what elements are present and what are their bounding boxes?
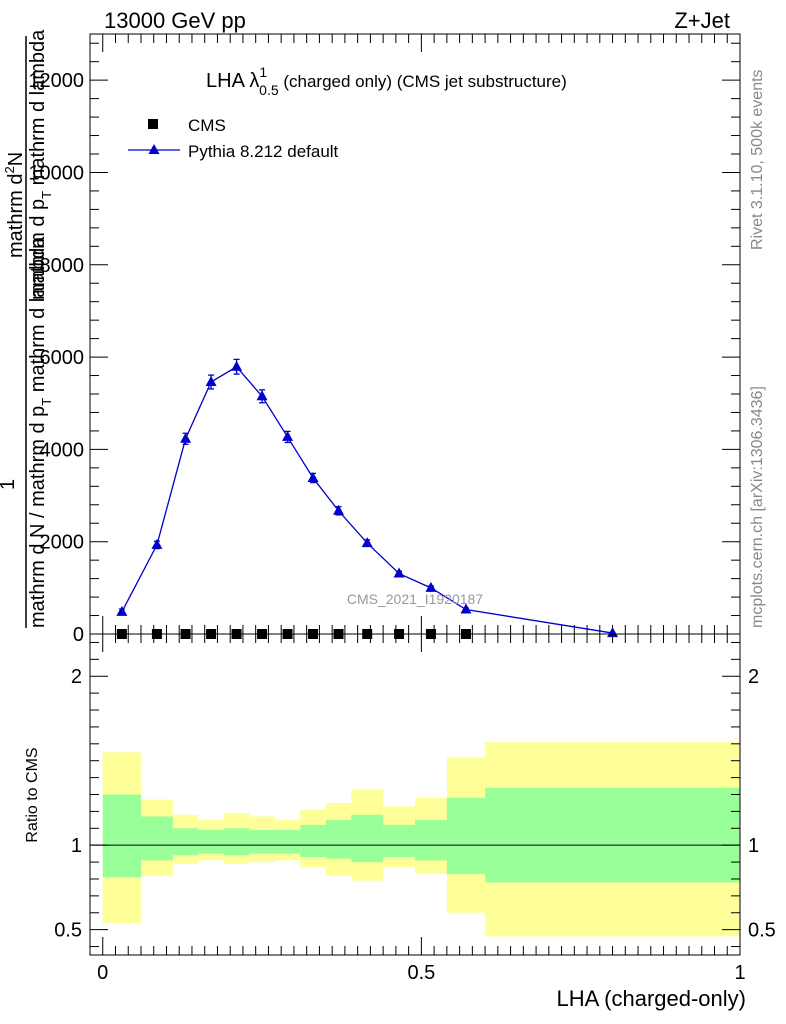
pythia-marker (393, 567, 405, 578)
ratio-ytick-label-left: 0.5 (54, 920, 82, 942)
pythia-marker (333, 504, 345, 515)
pythia-marker (151, 538, 163, 549)
rivet-label: Rivet 3.1.10, 500k events (749, 69, 766, 250)
main-panel: 0 2000 4000 6000 8000 10000 12000 (28, 33, 741, 646)
process-label: Z+Jet (674, 8, 730, 33)
ratio-inner-band-6 (274, 829, 301, 854)
pythia-marker (460, 603, 472, 614)
ratio-ytick-label-right: 1 (748, 835, 759, 857)
pythia-marker (607, 627, 619, 638)
main-ytick-label: 4000 (40, 439, 85, 461)
pythia-marker (180, 432, 192, 443)
pythia-line (121, 365, 613, 634)
ratio-inner-band-1 (140, 816, 173, 861)
ratio-ytick-label-right: 2 (748, 666, 759, 688)
pythia-marker (205, 376, 217, 386)
legend-cms-marker (148, 119, 158, 129)
labels-layer: 13000 GeV pp Z+Jet LHA λ1 0.5 (charged only… (0, 8, 766, 1011)
ratio-inner-band-12 (446, 797, 486, 874)
main-ytick-label: 12000 (28, 70, 84, 92)
ylabel-line2: mathrm d pT mathrm d lambda (27, 29, 54, 300)
ratio-inner-band-2 (172, 828, 199, 856)
ratio-inner-band-11 (415, 819, 447, 861)
ratio-ytick-label-left: 2 (71, 666, 82, 688)
ylabel-denominator: mathrm d N / mathrm d pT mathrm d lambda (27, 236, 54, 628)
ratio-xtick-label: 0 (97, 962, 108, 984)
ratio-inner-band-8 (325, 819, 352, 859)
legend-pythia-label: Pythia 8.212 default (188, 142, 339, 161)
ratio-inner-band-10 (383, 824, 415, 858)
legend-pythia-marker (148, 144, 160, 154)
main-ytick-label: 2000 (40, 532, 85, 554)
ylabel-numerator: 1 (0, 479, 19, 490)
ratio-ytick-label-left: 1 (71, 835, 82, 857)
main-ytick-label: 8000 (40, 255, 85, 277)
main-ytick-label: 0 (73, 624, 84, 646)
chart-title: LHA λ1 0.5 (charged only) (CMS jet substr… (206, 64, 567, 98)
ratio-xtick-label: 1 (734, 962, 745, 984)
ratio-inner-band-9 (351, 814, 384, 863)
pythia-marker (116, 605, 128, 616)
main-ytick-label: 6000 (40, 347, 85, 369)
ratio-inner-band-5 (249, 829, 275, 854)
x-axis-label: LHA (charged-only) (556, 986, 746, 1011)
ratio-inner-band-13 (485, 787, 740, 883)
ylabel-line1: mathrm d2N (2, 152, 27, 258)
main-ytick-label: 10000 (28, 162, 84, 184)
ratio-inner-band-7 (300, 824, 326, 858)
pythia-marker (282, 430, 294, 441)
mcplots-label: mcplots.cern.ch [arXiv:1306.3436] (749, 386, 766, 628)
legend-cms-label: CMS (188, 116, 226, 135)
pythia-marker (425, 581, 437, 592)
ratio-inner-band-4 (223, 828, 250, 856)
ratio-inner-band-0 (102, 794, 141, 878)
ratio-panel: 0 0.5 10.5 0.51 12 2 (54, 633, 776, 984)
ratio-inner-band-3 (198, 829, 224, 854)
pythia-marker (256, 390, 268, 401)
ratio-xtick-label: 0.5 (407, 962, 435, 984)
pythia-marker (361, 537, 373, 548)
watermark-label: CMS_2021_I1920187 (347, 591, 483, 607)
ratio-y-label: Ratio to CMS (24, 747, 41, 842)
pythia-marker (307, 472, 319, 482)
ratio-ytick-label-right: 0.5 (748, 920, 776, 942)
energy-label: 13000 GeV pp (104, 8, 246, 33)
pythia-marker (231, 360, 243, 371)
